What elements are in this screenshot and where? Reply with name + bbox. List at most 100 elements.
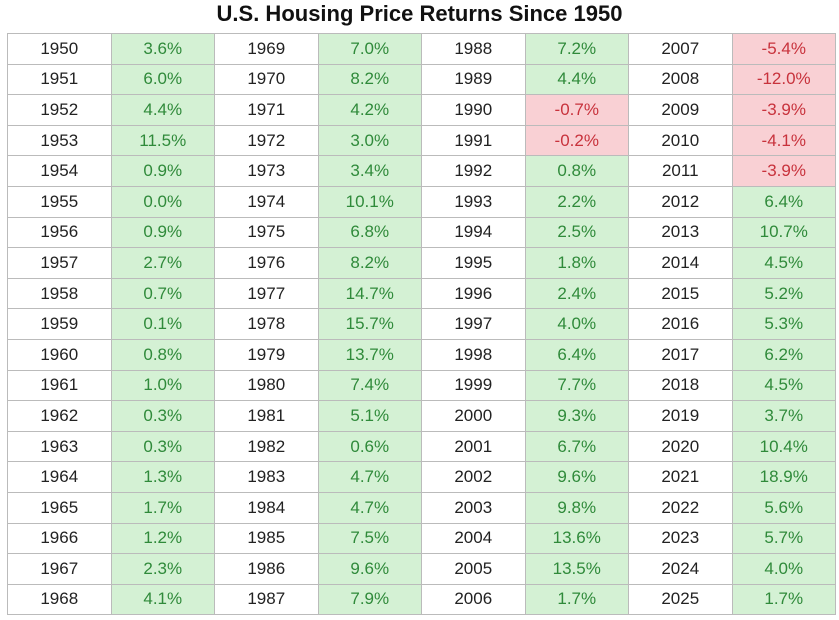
return-cell: 7.0%: [317, 33, 422, 65]
year-cell: 1957: [7, 247, 112, 279]
table-row: 1965 1.7% 1984 4.7% 2003 9.8% 2022 5.6%: [7, 491, 836, 524]
table-row: 1955 0.0% 1974 10.1% 1993 2.2% 2012 6.4%: [7, 185, 836, 218]
year-cell: 1993: [421, 185, 526, 218]
year-cell: 1982: [214, 430, 319, 463]
return-cell: 1.2%: [110, 522, 215, 555]
year-cell: 2019: [628, 400, 733, 432]
year-cell: 1989: [421, 63, 526, 96]
year-cell: 1983: [214, 461, 319, 493]
year-cell: 1987: [214, 583, 319, 616]
return-cell: 0.9%: [110, 155, 215, 187]
return-cell: 9.6%: [317, 553, 422, 585]
year-cell: 1973: [214, 155, 319, 187]
return-cell: 4.1%: [110, 583, 215, 616]
return-cell: 13.6%: [524, 522, 629, 555]
year-cell: 2004: [421, 522, 526, 555]
return-cell: 0.3%: [110, 430, 215, 463]
return-cell: 0.7%: [110, 277, 215, 310]
return-cell: 7.9%: [317, 583, 422, 616]
return-cell: 2.3%: [110, 553, 215, 585]
year-cell: 2008: [628, 63, 733, 96]
year-cell: 2018: [628, 369, 733, 402]
year-cell: 1950: [7, 33, 112, 65]
year-cell: 1967: [7, 553, 112, 585]
return-cell: 6.8%: [317, 216, 422, 249]
year-cell: 1963: [7, 430, 112, 463]
year-cell: 1984: [214, 491, 319, 524]
year-cell: 2013: [628, 216, 733, 249]
year-cell: 2002: [421, 461, 526, 493]
table-body: 1950 3.6% 1969 7.0% 1988 7.2% 2007 -5.4% 1951 6.0…: [7, 33, 836, 616]
year-cell: 1976: [214, 247, 319, 279]
year-cell: 1985: [214, 522, 319, 555]
table-row: 1959 0.1% 1978 15.7% 1997 4.0% 2016 5.3%: [7, 308, 836, 340]
year-cell: 1975: [214, 216, 319, 249]
return-cell: 6.7%: [524, 430, 629, 463]
return-cell: 8.2%: [317, 247, 422, 279]
year-cell: 2024: [628, 553, 733, 585]
table-row: 1960 0.8% 1979 13.7% 1998 6.4% 2017 6.2%: [7, 338, 836, 371]
year-cell: 1974: [214, 185, 319, 218]
return-cell: 7.7%: [524, 369, 629, 402]
return-cell: 18.9%: [731, 461, 836, 493]
year-cell: 1992: [421, 155, 526, 187]
return-cell: 2.7%: [110, 247, 215, 279]
return-cell: 4.5%: [731, 369, 836, 402]
return-cell: 9.6%: [524, 461, 629, 493]
return-cell: 3.7%: [731, 400, 836, 432]
return-cell: 5.3%: [731, 308, 836, 340]
year-cell: 2009: [628, 94, 733, 126]
year-cell: 2021: [628, 461, 733, 493]
year-cell: 1997: [421, 308, 526, 340]
return-cell: 2.5%: [524, 216, 629, 249]
year-cell: 1971: [214, 94, 319, 126]
return-cell: -0.2%: [524, 124, 629, 157]
return-cell: 4.4%: [524, 63, 629, 96]
table-row: 1952 4.4% 1971 4.2% 1990 -0.7% 2009 -3.9%: [7, 94, 836, 126]
year-cell: 1958: [7, 277, 112, 310]
year-cell: 1961: [7, 369, 112, 402]
year-cell: 1970: [214, 63, 319, 96]
year-cell: 1952: [7, 94, 112, 126]
return-cell: 2.4%: [524, 277, 629, 310]
table-row: 1967 2.3% 1986 9.6% 2005 13.5% 2024 4.0%: [7, 553, 836, 585]
return-cell: 10.4%: [731, 430, 836, 463]
return-cell: -5.4%: [731, 33, 836, 65]
return-cell: 3.0%: [317, 124, 422, 157]
return-cell: 14.7%: [317, 277, 422, 310]
return-cell: 6.0%: [110, 63, 215, 96]
year-cell: 2015: [628, 277, 733, 310]
return-cell: 5.1%: [317, 400, 422, 432]
year-cell: 1994: [421, 216, 526, 249]
year-cell: 1960: [7, 338, 112, 371]
year-cell: 1990: [421, 94, 526, 126]
year-cell: 2012: [628, 185, 733, 218]
return-cell: 5.2%: [731, 277, 836, 310]
return-cell: 4.4%: [110, 94, 215, 126]
year-cell: 2023: [628, 522, 733, 555]
return-cell: 10.7%: [731, 216, 836, 249]
return-cell: 4.7%: [317, 491, 422, 524]
return-cell: -3.9%: [731, 94, 836, 126]
returns-table: 1950 3.6% 1969 7.0% 1988 7.2% 2007 -5.4% 1951 6.0…: [7, 33, 836, 616]
year-cell: 2001: [421, 430, 526, 463]
return-cell: 7.4%: [317, 369, 422, 402]
return-cell: 4.7%: [317, 461, 422, 493]
year-cell: 1991: [421, 124, 526, 157]
year-cell: 1979: [214, 338, 319, 371]
return-cell: 0.8%: [110, 338, 215, 371]
return-cell: 13.5%: [524, 553, 629, 585]
return-cell: 1.7%: [731, 583, 836, 616]
table-row: 1950 3.6% 1969 7.0% 1988 7.2% 2007 -5.4%: [7, 33, 836, 65]
return-cell: 7.5%: [317, 522, 422, 555]
year-cell: 2017: [628, 338, 733, 371]
year-cell: 1981: [214, 400, 319, 432]
return-cell: -0.7%: [524, 94, 629, 126]
return-cell: 3.6%: [110, 33, 215, 65]
return-cell: 6.4%: [524, 338, 629, 371]
year-cell: 1969: [214, 33, 319, 65]
return-cell: 5.6%: [731, 491, 836, 524]
year-cell: 1965: [7, 491, 112, 524]
return-cell: 1.0%: [110, 369, 215, 402]
year-cell: 1972: [214, 124, 319, 157]
